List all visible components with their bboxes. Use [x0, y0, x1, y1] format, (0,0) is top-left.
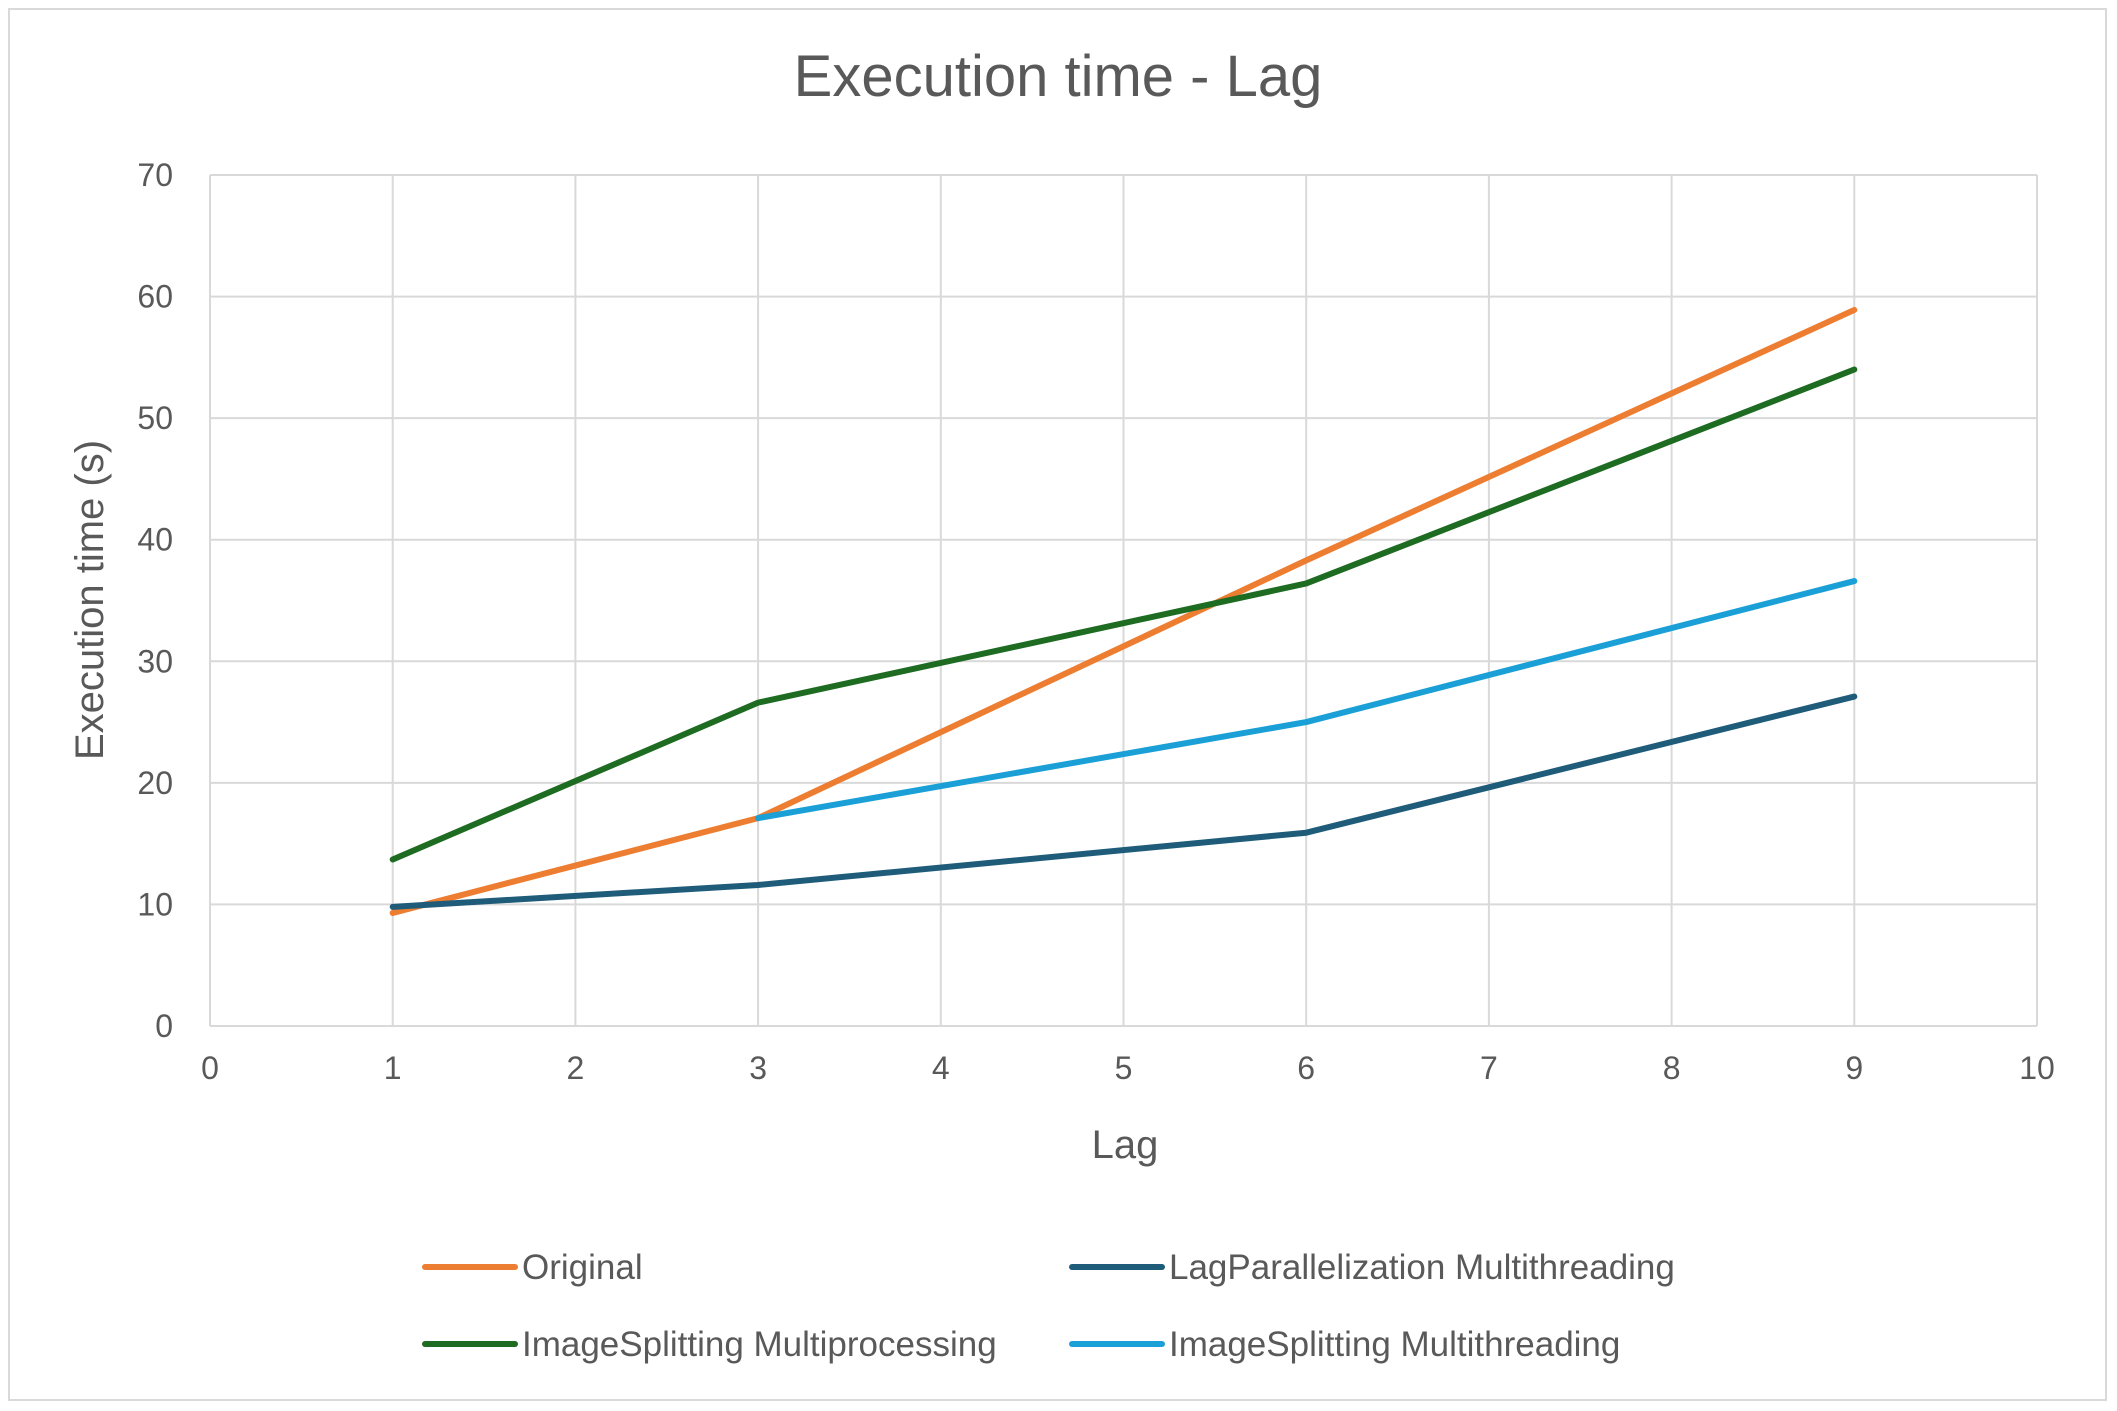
- legend: Original LagParallelization Multithreadin…: [422, 1248, 1675, 1364]
- x-tick-label: 7: [1480, 1050, 1498, 1086]
- gridlines: [209, 174, 2038, 1027]
- legend-label: LagParallelization Multithreading: [1169, 1248, 1675, 1287]
- x-tick-label: 4: [932, 1050, 950, 1086]
- y-tick-label: 70: [137, 157, 173, 193]
- x-axis-ticks: 0 1 2 3 4 5 6 7 8 9 10: [201, 1050, 2055, 1086]
- y-axis-ticks: 0 10 20 30 40 50 60 70: [137, 157, 173, 1044]
- x-tick-label: 2: [567, 1050, 585, 1086]
- legend-label: ImageSplitting Multiprocessing: [522, 1325, 997, 1364]
- x-tick-label: 0: [201, 1050, 219, 1086]
- y-tick-label: 60: [137, 279, 173, 315]
- chart-title: Execution time - Lag: [794, 44, 1323, 109]
- x-axis-label: Lag: [1092, 1123, 1159, 1167]
- series-line-3: [389, 366, 1858, 863]
- chart-frame: [8, 8, 2107, 1401]
- y-tick-label: 50: [137, 400, 173, 436]
- x-tick-label: 3: [749, 1050, 767, 1086]
- x-tick-label: 8: [1663, 1050, 1681, 1086]
- series-line-2: [389, 693, 1858, 910]
- x-tick-label: 10: [2019, 1050, 2055, 1086]
- x-tick-label: 9: [1845, 1050, 1863, 1086]
- y-axis-label: Execution time (s): [68, 440, 112, 760]
- x-tick-label: 1: [384, 1050, 402, 1086]
- x-tick-label: 5: [1115, 1050, 1133, 1086]
- legend-label: ImageSplitting Multithreading: [1169, 1325, 1620, 1364]
- y-tick-label: 10: [137, 886, 173, 922]
- y-tick-label: 40: [137, 522, 173, 558]
- y-tick-label: 30: [137, 643, 173, 679]
- y-tick-label: 20: [137, 765, 173, 801]
- series-lines: [389, 306, 1858, 916]
- y-tick-label: 0: [155, 1008, 173, 1044]
- legend-label: Original: [522, 1248, 643, 1287]
- x-tick-label: 6: [1297, 1050, 1315, 1086]
- series-line-1: [389, 306, 1858, 916]
- series-line-4: [755, 578, 1858, 822]
